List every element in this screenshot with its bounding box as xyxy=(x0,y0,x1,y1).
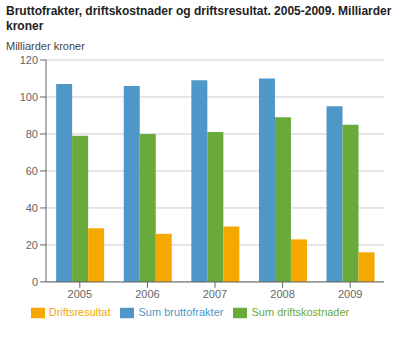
svg-text:2005: 2005 xyxy=(68,288,92,300)
svg-text:100: 100 xyxy=(20,91,38,103)
svg-text:2006: 2006 xyxy=(135,288,159,300)
svg-text:2007: 2007 xyxy=(203,288,227,300)
html-text:Sum driftskostnader: Sum driftskostnader xyxy=(251,305,350,318)
svg-text:2009: 2009 xyxy=(338,288,362,300)
svg-text:40: 40 xyxy=(26,202,38,214)
svg-text:0: 0 xyxy=(32,276,38,288)
html-text:Milliarder kroner: Milliarder kroner xyxy=(6,40,85,52)
svg-text:2008: 2008 xyxy=(270,288,294,300)
svg-text:80: 80 xyxy=(26,128,38,140)
html-text:Bruttofrakter, driftskostnader: Bruttofrakter, driftskostnader og drifts… xyxy=(6,4,392,33)
html-text:Driftsresultat: Driftsresultat xyxy=(48,305,111,318)
svg-text:60: 60 xyxy=(26,165,38,177)
svg-text:20: 20 xyxy=(26,239,38,251)
svg-text:120: 120 xyxy=(20,54,38,66)
html-text:Sum bruttofrakter: Sum bruttofrakter xyxy=(138,305,224,318)
